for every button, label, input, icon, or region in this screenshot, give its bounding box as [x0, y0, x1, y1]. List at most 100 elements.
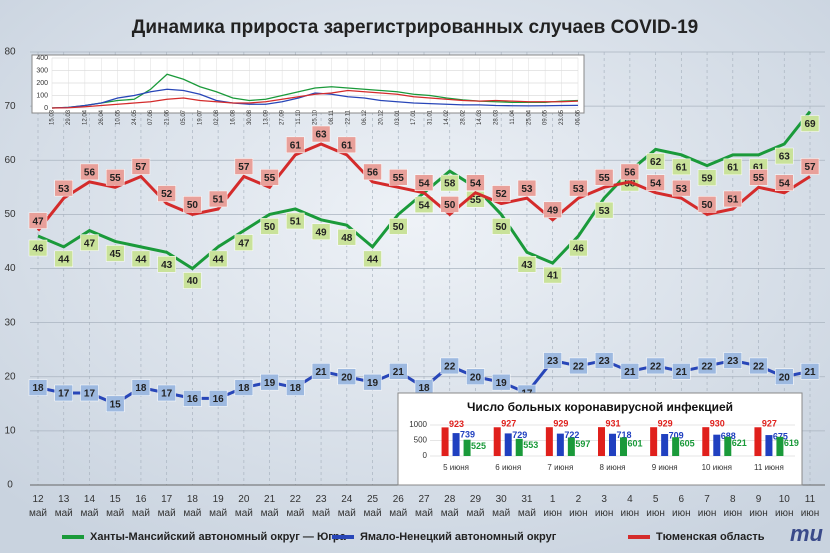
- value-label: 44: [213, 254, 225, 265]
- value-label: 55: [110, 173, 122, 184]
- value-label-box: [749, 357, 768, 375]
- value-label-box: [286, 136, 305, 154]
- inset-x-tick-label: 02.08: [214, 109, 220, 125]
- value-label: 20: [470, 372, 482, 383]
- bar-value-label: 931: [605, 419, 620, 429]
- value-label-box: [800, 363, 820, 380]
- value-label: 46: [32, 244, 44, 255]
- bar: [713, 434, 721, 456]
- inset-line: [51, 73, 579, 109]
- inset-x-tick-label: 30.08: [247, 109, 253, 125]
- x-tick-label: 30 май: [492, 494, 510, 519]
- inset-x-tick-label: 15.03: [50, 109, 56, 125]
- bar-value-label: 688: [721, 431, 736, 441]
- bar-x-tick-label: 7 июня: [547, 463, 573, 472]
- value-label-box: [28, 212, 48, 229]
- bar-x-tick-label: 11 июня: [754, 463, 784, 472]
- bar-value-label: 553: [523, 440, 538, 450]
- value-label: 44: [58, 254, 70, 265]
- bar-value-label: 601: [627, 439, 642, 449]
- value-label: 54: [418, 200, 430, 211]
- value-label-box: [260, 373, 279, 391]
- value-label: 55: [753, 173, 765, 184]
- y-tick-label: 70: [4, 101, 16, 112]
- value-label: 16: [213, 394, 225, 405]
- bar: [754, 427, 762, 456]
- x-tick-label: 9 июн: [749, 494, 768, 519]
- value-label-box: [569, 239, 588, 257]
- value-label-box: [491, 373, 511, 391]
- chart-title: Динамика прироста зарегистрированных слу…: [132, 17, 698, 38]
- value-label-box: [543, 266, 562, 284]
- logo: mu: [790, 521, 824, 546]
- value-label: 53: [58, 184, 70, 195]
- value-label: 18: [32, 383, 44, 394]
- bar-x-tick-label: 8 июня: [600, 463, 626, 472]
- bar-value-label: 929: [553, 419, 568, 429]
- value-label-box: [157, 185, 176, 202]
- bar-value-label: 718: [616, 430, 631, 440]
- value-label: 17: [58, 389, 70, 400]
- value-label-box: [105, 169, 125, 186]
- value-label: 59: [702, 173, 714, 184]
- value-label: 53: [573, 184, 585, 195]
- value-label-box: [311, 223, 331, 241]
- value-label: 15: [110, 399, 122, 410]
- y-tick-label: 0: [7, 480, 13, 491]
- inset-x-tick-label: 24.05: [132, 109, 138, 125]
- value-label-box: [569, 179, 588, 197]
- bar-value-label: 930: [710, 419, 725, 429]
- inset-x-tick-label: 22.11: [345, 109, 351, 124]
- value-label-box: [672, 179, 691, 197]
- x-tick-label: 11 июн: [801, 494, 820, 519]
- inset-y-tick-label: 400: [36, 55, 48, 62]
- value-label: 51: [727, 195, 739, 206]
- value-label-box: [337, 228, 357, 246]
- inset-x-tick-label: 11.10: [296, 109, 302, 124]
- inset-x-tick-label: 14.03: [477, 109, 483, 125]
- value-label-box: [363, 373, 382, 391]
- inset-x-tick-label: 19.07: [198, 109, 204, 125]
- value-label-box: [54, 250, 73, 268]
- x-tick-label: 8 июн: [723, 494, 742, 519]
- value-label-box: [105, 245, 125, 262]
- bar-value-label: 621: [732, 438, 747, 448]
- value-label: 51: [213, 195, 225, 206]
- value-label-box: [697, 357, 717, 375]
- x-tick-label: 25 май: [364, 494, 382, 519]
- value-label: 23: [727, 356, 739, 367]
- value-label: 57: [135, 162, 147, 173]
- bar-value-label: 597: [575, 439, 590, 449]
- bar-value-label: 675: [773, 431, 788, 441]
- value-label: 56: [624, 168, 636, 179]
- value-label: 46: [573, 244, 585, 255]
- x-tick-label: 23 май: [312, 494, 330, 519]
- inset-y-tick-label: 100: [36, 92, 48, 99]
- bar-value-label: 729: [512, 430, 527, 440]
- value-label: 50: [187, 200, 199, 211]
- value-label-box: [208, 190, 228, 208]
- value-label: 21: [804, 367, 816, 378]
- value-label-box: [260, 169, 279, 186]
- value-label-box: [491, 218, 511, 235]
- value-label: 61: [753, 162, 765, 173]
- value-label-box: [594, 352, 614, 369]
- value-label-box: [775, 368, 794, 385]
- legend-label: Ямало-Ненецкий автономный округ: [360, 531, 557, 543]
- bar-value-label: 605: [680, 439, 695, 449]
- inset-x-tick-label: 17.01: [411, 109, 417, 125]
- value-label-box: [414, 174, 434, 191]
- value-label-box: [775, 174, 794, 191]
- value-label-box: [389, 218, 408, 235]
- value-label: 63: [316, 130, 328, 141]
- value-label-box: [28, 379, 48, 396]
- value-label-box: [337, 368, 357, 385]
- bar-value-label: 929: [658, 419, 673, 429]
- y-tick-label: 30: [4, 317, 16, 328]
- value-label-box: [311, 363, 331, 380]
- value-label: 20: [341, 372, 353, 383]
- value-label: 19: [496, 378, 508, 389]
- x-tick-label: 24 май: [338, 494, 356, 519]
- value-label: 23: [547, 356, 559, 367]
- value-label: 22: [753, 362, 765, 373]
